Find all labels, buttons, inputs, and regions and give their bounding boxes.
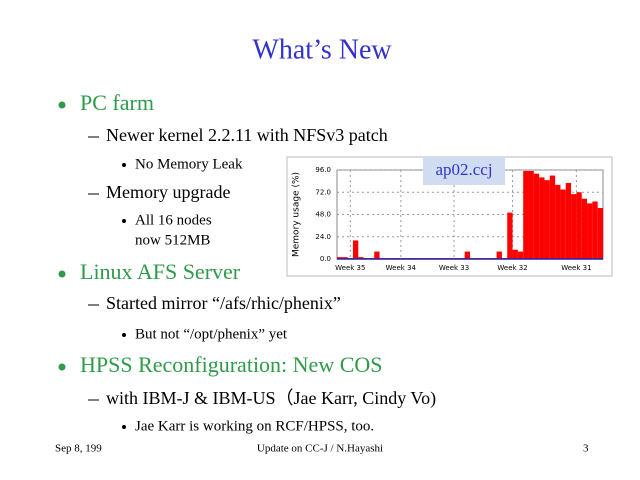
bar [358, 257, 364, 259]
bar [539, 177, 545, 259]
bar [581, 198, 588, 259]
bullet [122, 425, 126, 429]
bar [576, 192, 582, 259]
bar [342, 257, 348, 259]
item-level1: HPSS Reconfiguration: New COS [80, 352, 383, 377]
bar [592, 201, 598, 259]
footer-center: Update on CC-J / N.Hayashi [257, 443, 383, 455]
bullet [58, 363, 66, 371]
item-level2: Started mirror “/afs/rhic/phenix” [106, 293, 341, 313]
item-continuation: now 512MB [135, 232, 210, 248]
item-level2: Newer kernel 2.2.11 with NFSv3 patch [106, 125, 388, 145]
y-tick-label: 48.0 [315, 211, 331, 219]
item-level2: Memory upgrade [106, 182, 230, 202]
bar [560, 189, 566, 259]
footer-left: Sep 8, 199 [55, 443, 102, 455]
bullet [122, 333, 126, 337]
bar [549, 175, 556, 259]
bar [512, 249, 518, 259]
item-level3: But not “/opt/phenix” yet [135, 326, 288, 342]
bar [528, 170, 534, 259]
y-tick-label: 72.0 [315, 188, 331, 196]
chart-title: ap02.ccj [435, 160, 492, 179]
x-tick-label: Week 33 [439, 264, 469, 272]
x-tick-label: Week 35 [335, 264, 365, 272]
bullet [122, 219, 126, 223]
bar [517, 251, 524, 259]
x-tick-label: Week 34 [386, 264, 417, 272]
bar [565, 182, 572, 259]
y-tick-label: 0.0 [320, 255, 331, 263]
bar [374, 251, 380, 259]
bar [533, 173, 540, 259]
bar [544, 180, 550, 259]
bar [352, 240, 359, 259]
chart-title-box [423, 157, 505, 185]
bar [597, 208, 603, 259]
x-tick-label: Week 31 [561, 264, 591, 272]
bullet [58, 270, 66, 278]
y-axis-label: Memory usage (%) [292, 172, 302, 257]
bar [555, 184, 561, 259]
bar [337, 257, 343, 259]
bar [587, 203, 593, 259]
y-tick-label: 24.0 [315, 233, 331, 241]
footer-right: 3 [583, 443, 589, 455]
slide-title: What’s New [252, 34, 392, 65]
bullet [58, 101, 66, 109]
bullet [122, 163, 126, 167]
bar [496, 251, 502, 259]
bar [464, 251, 470, 259]
item-level2: with IBM-J & IBM-US（Jae Karr, Cindy Vo) [106, 388, 436, 409]
item-level1: PC farm [80, 90, 154, 115]
item-level1: Linux AFS Server [80, 259, 241, 284]
x-tick-label: Week 32 [497, 264, 527, 272]
item-level3: No Memory Leak [135, 156, 243, 172]
item-level3: All 16 nodes [135, 212, 212, 228]
bar [523, 170, 529, 259]
item-level3: Jae Karr is working on RCF/HPSS, too. [135, 418, 374, 434]
bar [507, 212, 513, 259]
y-tick-label: 96.0 [315, 166, 331, 174]
bar [571, 194, 577, 259]
